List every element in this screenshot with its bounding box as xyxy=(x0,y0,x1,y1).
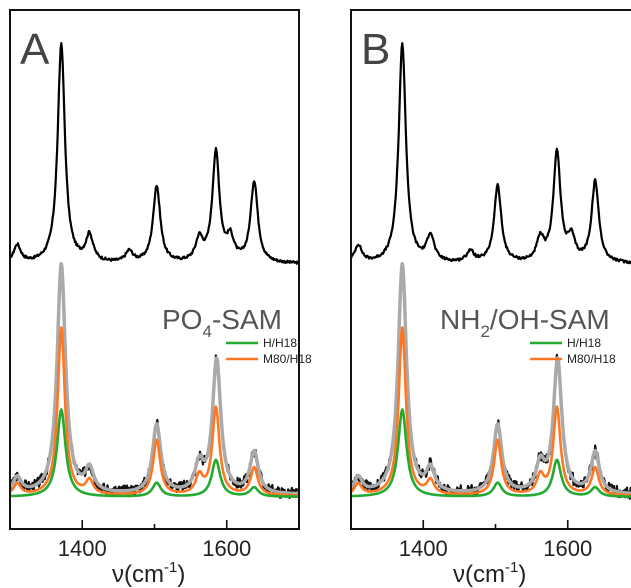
panel-a-ticks: 1400 1600 xyxy=(9,520,300,561)
x-tick-label: 1600 xyxy=(202,536,251,561)
panel-a-sample-label: PO4-SAM xyxy=(162,304,282,341)
panel-a-traces xyxy=(8,42,301,499)
spectrum-trace-h-h18 xyxy=(9,408,300,498)
spectrum-trace-m80-h18 xyxy=(350,326,631,497)
panel-a: 1400 1600 A PO4-SAM H/H18 M80/H18 ν(cm-1) xyxy=(8,9,312,588)
x-tick-label: 1400 xyxy=(58,536,107,561)
panel-b-traces xyxy=(349,42,631,500)
panel-b: 1400 1600 B NH2/OH-SAM H/H18 M80/H18 ν(cm… xyxy=(349,9,631,588)
panel-a-letter: A xyxy=(20,25,50,74)
spectrum-trace-fit xyxy=(8,261,301,496)
panel-a-x-axis-label: ν(cm-1) xyxy=(112,559,185,588)
panel-b-sample-label: NH2/OH-SAM xyxy=(440,304,610,341)
spectrum-trace-top xyxy=(349,42,631,265)
panel-b-x-axis-label: ν(cm-1) xyxy=(453,559,526,588)
legend-label-h-h18: H/H18 xyxy=(567,336,601,350)
spectrum-trace-m80-h18 xyxy=(9,326,300,497)
spectrum-trace-h-h18 xyxy=(350,408,631,498)
panel-b-ticks: 1400 1600 xyxy=(350,520,592,561)
x-tick-label: 1600 xyxy=(543,536,592,561)
x-tick-label: 1400 xyxy=(399,536,448,561)
panel-a-legend: H/H18 M80/H18 xyxy=(226,336,312,366)
panel-b-letter: B xyxy=(361,25,390,74)
legend-label-h-h18: H/H18 xyxy=(263,336,297,350)
spectrum-trace-top xyxy=(9,42,300,265)
legend-label-m80-h18: M80/H18 xyxy=(567,352,616,366)
panel-b-legend: H/H18 M80/H18 xyxy=(530,336,616,366)
spectrum-trace-fit xyxy=(349,261,631,496)
legend-label-m80-h18: M80/H18 xyxy=(263,352,312,366)
